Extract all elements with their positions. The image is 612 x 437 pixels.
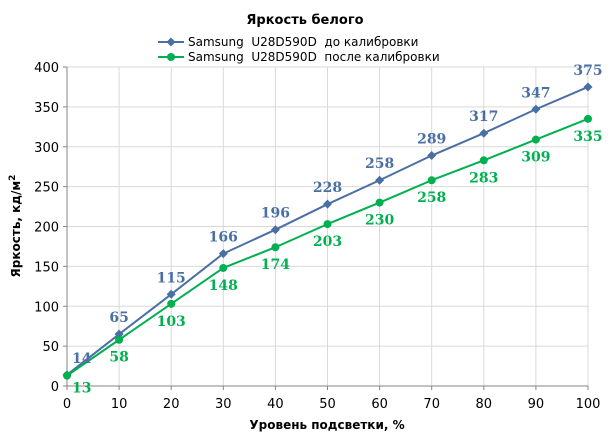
y-tick-100: 100	[34, 300, 59, 315]
series-2-point-40	[271, 243, 280, 252]
x-tick-labels: 0 10 20 30 40 50 60 70 80 90 100	[63, 397, 601, 412]
series-2-point-90	[531, 135, 540, 144]
series-2-point-20	[167, 299, 176, 308]
y-tick-labels: 0 50 100 150 200 250 300 350 400	[34, 61, 59, 395]
legend-label-2: Samsung U28D590D после калибровки	[188, 50, 440, 64]
x-tick-0: 0	[63, 397, 71, 412]
series-1-point-100	[583, 82, 593, 92]
x-axis-label: Уровень подсветки, %	[249, 418, 404, 432]
series-1	[62, 82, 593, 380]
series-2-label-20: 103	[157, 314, 186, 330]
x-tick-80: 80	[476, 397, 493, 412]
series-2-label-0: 13	[72, 381, 91, 397]
series-2-label-70: 258	[417, 190, 446, 206]
series-1-label-60: 258	[365, 156, 394, 172]
y-tick-150: 150	[34, 260, 59, 275]
series-1-label-10: 65	[109, 310, 128, 326]
series-1-label-90: 347	[521, 85, 550, 101]
x-tick-90: 90	[528, 397, 545, 412]
x-tick-20: 20	[163, 397, 180, 412]
series-1-label-50: 228	[313, 180, 342, 196]
series-2-label-90: 309	[521, 150, 550, 166]
y-axis-label: Яркость, кд/м2	[8, 175, 23, 278]
data-labels: 14 65 115 166 196 228 258 289 317 347 375 13 58 103 14…	[72, 63, 603, 397]
y-axis-label-sup: 2	[8, 175, 18, 181]
x-tick-70: 70	[423, 397, 440, 412]
series-2	[63, 114, 592, 380]
series-1-label-20: 115	[157, 270, 186, 286]
x-tick-10: 10	[111, 397, 128, 412]
x-tick-60: 60	[371, 397, 388, 412]
series-2-point-0	[63, 371, 71, 380]
series-1-label-30: 166	[209, 230, 238, 246]
series-2-point-50	[323, 220, 332, 229]
series-2-label-30: 148	[209, 278, 238, 294]
y-tick-400: 400	[34, 61, 59, 76]
series-1-point-80	[479, 128, 489, 138]
y-tick-250: 250	[34, 181, 59, 196]
chart-title: Яркость белого	[246, 13, 363, 28]
y-axis-label-main: Яркость, кд/м	[9, 181, 23, 278]
axes	[63, 66, 589, 390]
series-2-point-10	[115, 335, 124, 344]
y-tick-50: 50	[42, 340, 59, 355]
series-2-point-70	[427, 176, 436, 185]
x-tick-40: 40	[267, 397, 284, 412]
series-1-point-10	[114, 329, 124, 339]
legend-label-1: Samsung U28D590D до калибровки	[188, 35, 418, 49]
series-2-label-80: 283	[469, 170, 498, 186]
series-2-label-100: 335	[573, 129, 602, 145]
series-1-point-20	[166, 289, 176, 299]
series-group	[62, 82, 593, 380]
legend-marker-2	[167, 53, 175, 61]
x-tick-30: 30	[215, 397, 232, 412]
series-1-point-90	[531, 104, 541, 114]
series-1-point-40	[270, 225, 280, 235]
series-1-label-0: 14	[72, 351, 92, 367]
y-tick-0: 0	[51, 380, 59, 395]
series-1-point-30	[218, 249, 228, 259]
series-1-point-70	[427, 151, 437, 161]
series-1-label-80: 317	[469, 109, 498, 125]
series-2-point-100	[584, 114, 592, 123]
series-1-point-50	[323, 199, 332, 209]
y-tick-350: 350	[34, 101, 59, 116]
series-2-label-50: 203	[313, 234, 342, 250]
series-1-label-40: 196	[261, 206, 290, 222]
x-tick-100: 100	[576, 397, 601, 412]
series-1-label-100: 375	[573, 63, 602, 79]
y-tick-200: 200	[34, 221, 59, 236]
series-2-point-30	[219, 263, 228, 272]
series-2-label-10: 58	[109, 350, 128, 366]
series-2-label-40: 174	[261, 257, 290, 273]
series-2-point-60	[375, 198, 384, 207]
series-1-label-70: 289	[417, 132, 446, 148]
series-1-point-60	[375, 175, 385, 185]
series-2-point-80	[479, 156, 488, 165]
legend-marker-1	[166, 37, 176, 47]
y-tick-300: 300	[34, 141, 59, 156]
series-2-label-60: 230	[365, 213, 394, 229]
x-tick-50: 50	[319, 397, 336, 412]
